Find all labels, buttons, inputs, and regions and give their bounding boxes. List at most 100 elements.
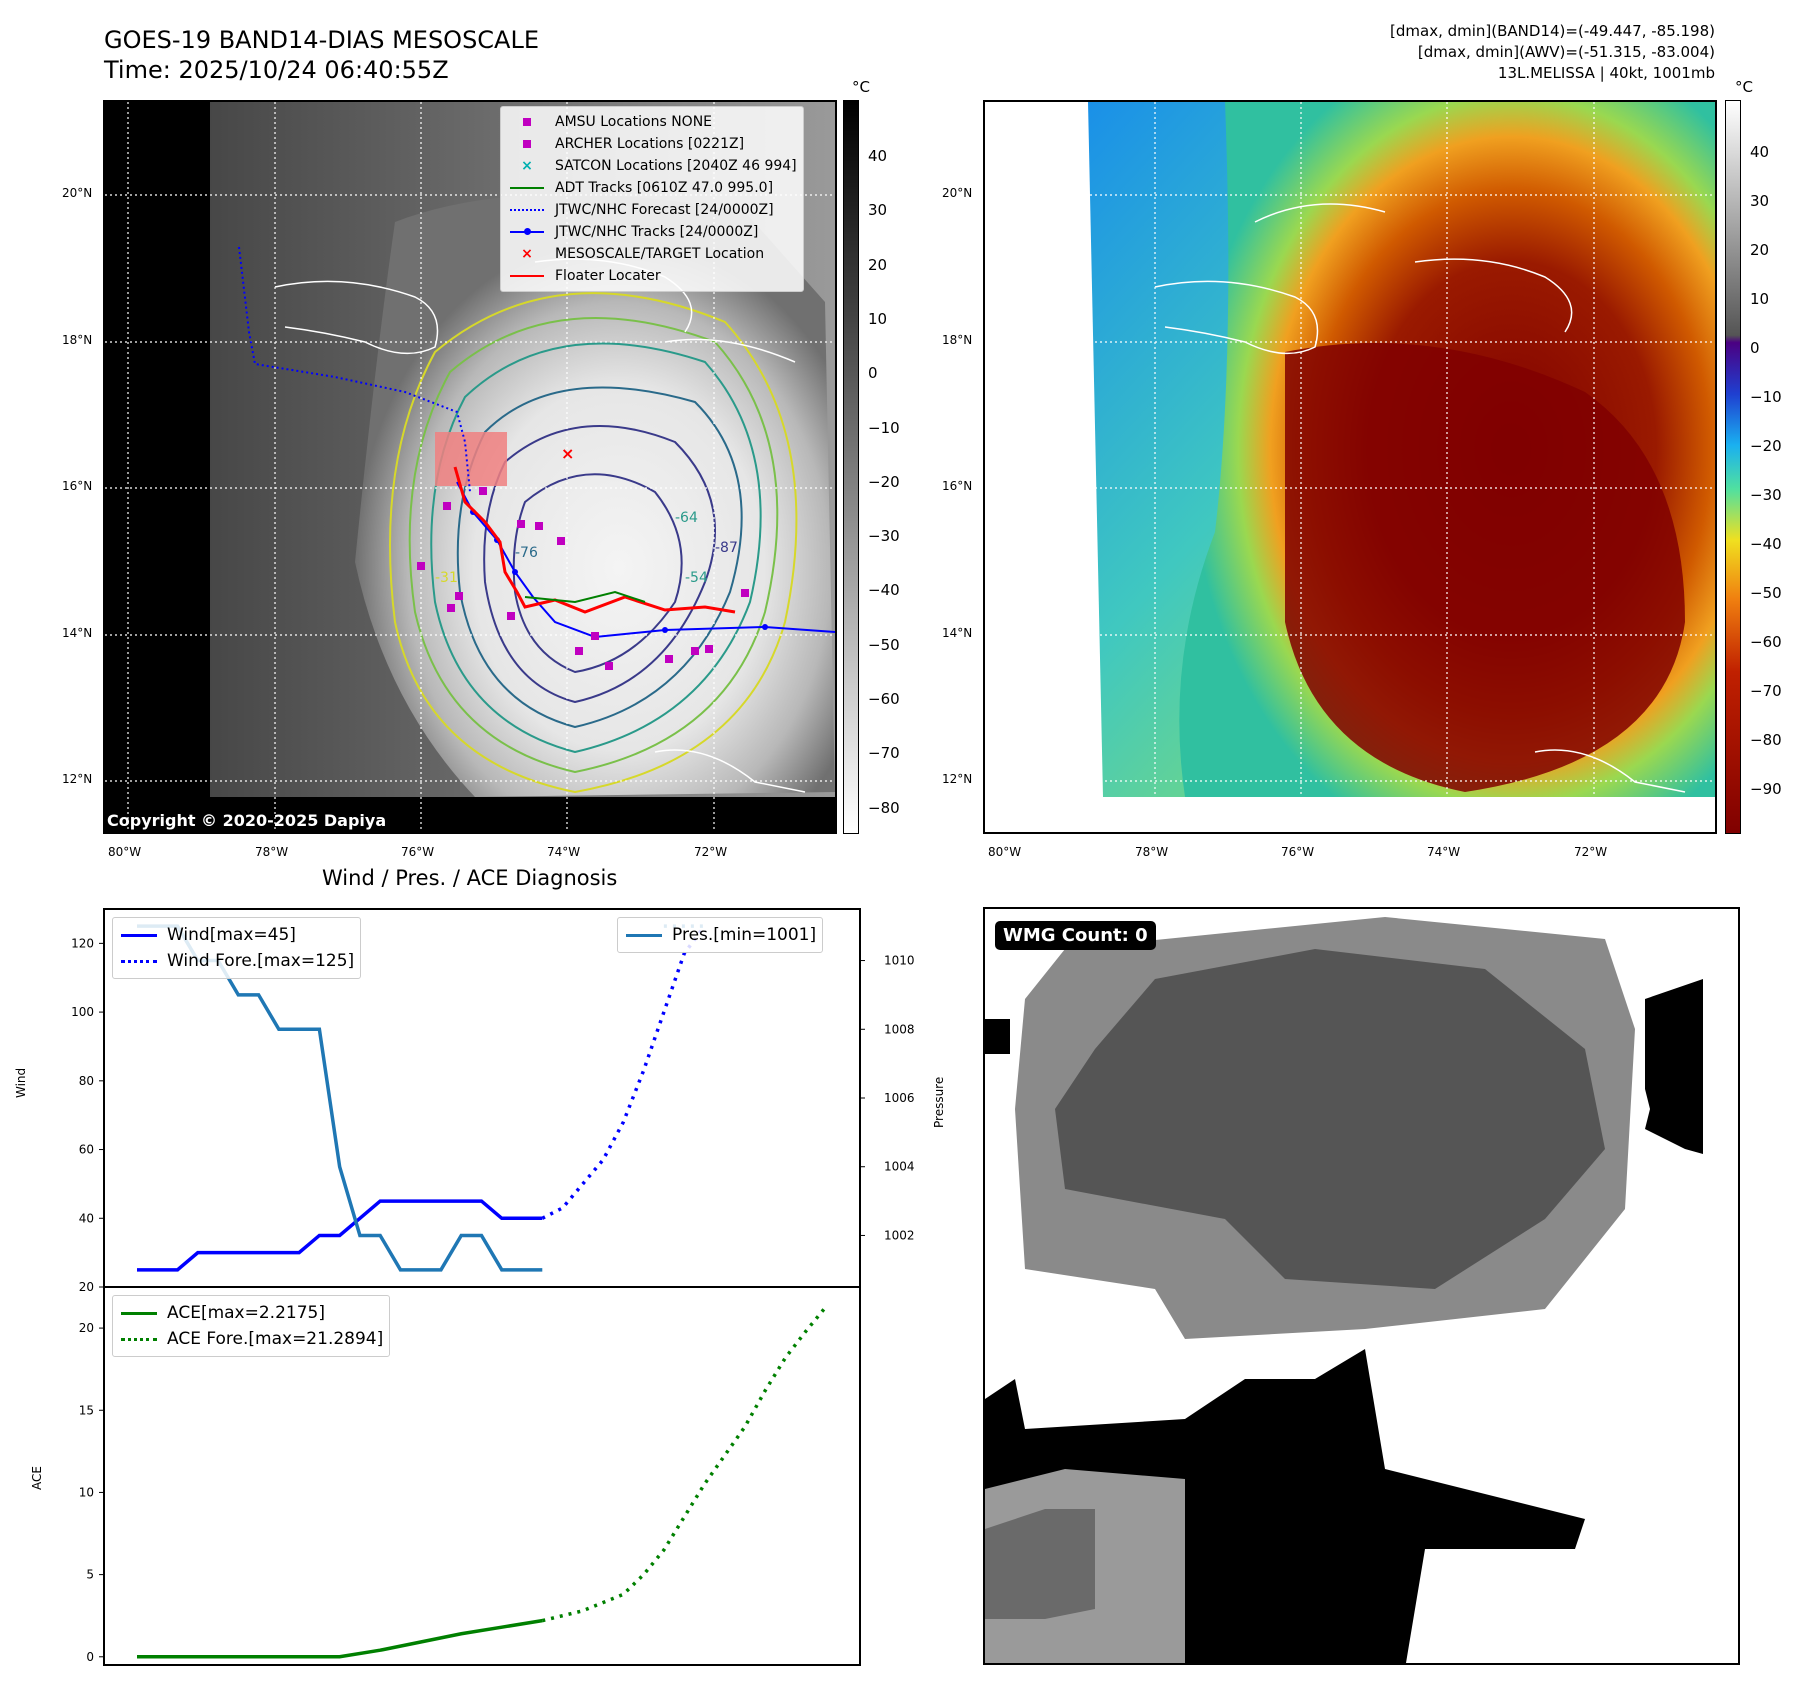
lon-tick: 78°W [1135, 845, 1169, 859]
target-marker: × [561, 444, 574, 463]
colorbar-tick: 0 [868, 364, 878, 383]
lon-tick: 74°W [1427, 845, 1461, 859]
colorbar-tick: 20 [1750, 241, 1770, 259]
pressure-tick-label: 1008 [884, 1022, 915, 1036]
colorbar-tick: −50 [1750, 584, 1782, 602]
ace-axis-label: ACE [30, 1466, 44, 1490]
colorbar-tick: −60 [1750, 633, 1782, 651]
colorbar-tick: 10 [1750, 290, 1770, 308]
lon-tick: 80°W [108, 845, 142, 859]
lat-tick: 12°N [942, 772, 973, 786]
legend-item-forecast: JTWC/NHC Forecast [24/0000Z] [507, 199, 797, 221]
lon-tick: 78°W [255, 845, 289, 859]
colorbar-tick: 0 [1750, 339, 1760, 357]
stats-awv: [dmax, dmin](AWV)=(-51.315, -83.004) [1417, 43, 1715, 61]
pressure-tick-label: 1002 [884, 1228, 915, 1242]
legend-label: ACE Fore.[max=21.2894] [167, 1329, 384, 1349]
colorbar-tick: −40 [868, 581, 900, 600]
legend-label: JTWC/NHC Forecast [24/0000Z] [555, 202, 774, 218]
ace-tick-label: 0 [86, 1650, 94, 1664]
legend-label: ARCHER Locations [0221Z] [555, 136, 745, 152]
wind-tick-label: 80 [79, 1074, 94, 1088]
lat-tick: 18°N [942, 333, 973, 347]
legend-item-ace-fore: ACE Fore.[max=21.2894] [119, 1326, 383, 1352]
legend-label: MESOSCALE/TARGET Location [555, 246, 765, 262]
awv-map-panel [983, 100, 1717, 834]
colorbar-tick: −80 [1750, 731, 1782, 749]
lon-tick: 76°W [401, 845, 435, 859]
wmg-grid [985, 917, 1703, 1663]
lon-tick: 76°W [1281, 845, 1315, 859]
wind-series-line [137, 1199, 543, 1272]
ace-axes-frame [103, 1286, 861, 1666]
contour-label: -76 [515, 545, 538, 561]
wind-tick-label: 20 [79, 1280, 94, 1294]
colorbar-tick: 30 [868, 201, 888, 220]
awv-map [985, 102, 1715, 832]
legend-label: Wind[max=45] [167, 925, 296, 945]
lat-tick: 12°N [62, 772, 93, 786]
colorbar-tick: 40 [868, 147, 888, 165]
contour-label: -54 [685, 570, 708, 586]
legend-label: SATCON Locations [2040Z 46 994] [555, 158, 797, 174]
legend-item-satcon: × SATCON Locations [2040Z 46 994] [521, 158, 797, 174]
colorbar-tick: −70 [1750, 682, 1782, 700]
pressure-legend: Pres.[min=1001] [617, 917, 824, 953]
legend-item-wind-fore: Wind Fore.[max=125] [119, 948, 354, 974]
colorbar-tick: −60 [868, 690, 900, 708]
lat-tick: 16°N [62, 479, 93, 493]
legend-item-archer: ARCHER Locations [0221Z] [507, 133, 797, 155]
wind-tick-label: 100 [71, 1005, 94, 1019]
ace-tick-label: 20 [79, 1321, 94, 1335]
contour-label: -31 [435, 570, 458, 586]
diagnosis-title: Wind / Pres. / ACE Diagnosis [322, 866, 618, 890]
colorbar-tick: −20 [868, 472, 900, 491]
copyright-label: Copyright © 2020-2025 Dapiya [107, 811, 387, 830]
legend-label: Wind Fore.[max=125] [167, 951, 355, 971]
lon-tick: 74°W [547, 845, 581, 859]
legend-item-target: × MESOSCALE/TARGET Location [521, 246, 765, 262]
lat-tick: 18°N [62, 333, 93, 347]
legend-item-tracks: JTWC/NHC Tracks [24/0000Z] [507, 221, 797, 243]
legend-label: ADT Tracks [0610Z 47.0 995.0] [555, 180, 774, 196]
lat-tick: 20°N [942, 186, 973, 200]
wind-legend: Wind[max=45] Wind Fore.[max=125] [112, 917, 362, 979]
ace-series-line [137, 1618, 543, 1659]
colorbar-tick: −10 [1750, 388, 1782, 406]
lon-tick: 80°W [988, 845, 1022, 859]
lat-tick: 16°N [942, 479, 973, 493]
legend-item-floater: Floater Locater [507, 265, 797, 287]
colorbar-tick: −80 [868, 798, 900, 817]
legend-label: AMSU Locations NONE [555, 114, 713, 130]
colorbar-tick: −40 [1750, 535, 1782, 553]
colorbar-tick: −70 [868, 744, 900, 763]
lat-tick: 14°N [62, 626, 93, 640]
legend-item-ace: ACE[max=2.2175] [119, 1300, 383, 1326]
ace-series-line [541, 1305, 828, 1623]
figure-time: Time: 2025/10/24 06:40:55Z [104, 56, 449, 84]
legend-label: Floater Locater [555, 268, 661, 284]
colorbar-tick: 20 [868, 255, 888, 274]
contour-label: -87 [715, 540, 738, 556]
colorbar-tick: 10 [868, 309, 888, 328]
wind-series-line [541, 925, 706, 1220]
colorbar-tick: −20 [1750, 437, 1782, 455]
wmg-panel: WMG Count: 0 [983, 907, 1740, 1665]
storm-info: 13L.MELISSA | 40kt, 1001mb [1497, 64, 1715, 82]
ace-tick-label: 15 [79, 1403, 94, 1417]
colorbar-unit: °C [852, 78, 870, 96]
pressure-axis-label: Pressure [932, 1076, 946, 1128]
ace-legend: ACE[max=2.2175] ACE Fore.[max=21.2894] [112, 1295, 391, 1357]
legend-label: ACE[max=2.2175] [167, 1303, 325, 1323]
colorbar-tick: −90 [1750, 780, 1782, 798]
wind-tick-label: 40 [79, 1211, 94, 1225]
colorbar-unit: °C [1735, 78, 1753, 96]
band14-colorbar [843, 100, 859, 834]
awv-colorbar [1725, 100, 1741, 834]
band14-map-panel: × -76 -64 -31 -87 -54 Copyright © 2020-2… [103, 100, 837, 834]
legend-item-amsu: AMSU Locations NONE [507, 111, 797, 133]
colorbar-tick: −30 [1750, 486, 1782, 504]
wind-tick-label: 120 [71, 936, 94, 950]
pressure-tick-label: 1010 [884, 954, 915, 968]
colorbar-tick: −30 [868, 527, 900, 546]
